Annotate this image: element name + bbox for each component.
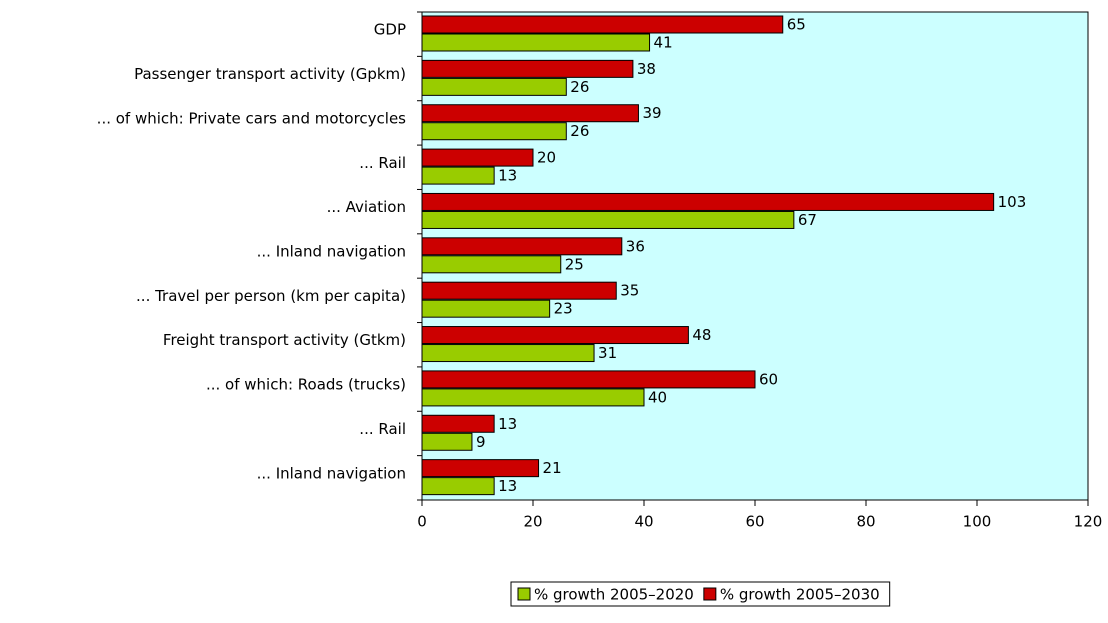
bar [421,326,689,345]
value-label: 40 [648,388,667,406]
bar [421,59,634,78]
y-tick-label: GDP [374,21,406,39]
value-label: 21 [543,459,562,477]
legend-swatch [703,587,717,601]
bar [421,33,651,52]
value-label: 41 [654,34,673,52]
value-label: 13 [498,477,517,495]
bar [421,370,756,389]
value-label: 60 [759,370,778,388]
y-tick-label: ... Rail [359,154,406,172]
value-label: 20 [537,149,556,167]
legend-label: % growth 2005–2020 [534,586,694,604]
bar [421,15,784,34]
value-label: 39 [642,104,661,122]
value-label: 65 [787,16,806,34]
x-tick-label: 100 [963,513,992,531]
bar [421,255,562,274]
value-label: 26 [570,122,589,140]
value-label: 35 [620,282,639,300]
x-tick-label: 0 [417,513,427,531]
x-tick-label: 60 [745,513,764,531]
bar [421,459,540,478]
value-label: 48 [692,326,711,344]
bar [421,210,795,229]
bar [421,344,595,363]
y-tick-label: ... Travel per person (km per capita) [136,287,406,305]
y-tick-label: ... Aviation [327,198,406,216]
x-tick-label: 80 [856,513,875,531]
bar [421,148,534,167]
bar [421,122,567,141]
value-label: 26 [570,78,589,96]
bar [421,237,623,256]
bar [421,477,495,496]
value-label: 25 [565,255,584,273]
bar [421,192,995,211]
value-label: 13 [498,167,517,185]
bar [421,166,495,185]
x-tick-label: 20 [523,513,542,531]
bar [421,77,567,96]
value-label: 103 [998,193,1027,211]
y-tick-label: ... of which: Roads (trucks) [206,376,406,394]
value-label: 67 [798,211,817,229]
y-tick-label: Freight transport activity (Gtkm) [163,331,406,349]
y-tick-label: ... Inland navigation [257,464,406,482]
bar [421,299,551,318]
bar [421,104,639,123]
value-label: 38 [637,60,656,78]
bar [421,432,473,451]
value-label: 13 [498,415,517,433]
value-label: 9 [476,433,486,451]
legend-swatch [517,587,531,601]
value-label: 23 [554,300,573,318]
value-label: 36 [626,237,645,255]
bar [421,414,495,433]
value-label: 31 [598,344,617,362]
legend-box [510,581,891,607]
legend-label: % growth 2005–2030 [720,586,880,604]
bar [421,281,617,300]
y-tick-label: ... Rail [359,420,406,438]
x-tick-label: 120 [1074,513,1103,531]
y-tick-label: Passenger transport activity (Gpkm) [134,65,406,83]
x-tick-label: 40 [634,513,653,531]
y-tick-label: ... Inland navigation [257,243,406,261]
y-tick-label: ... of which: Private cars and motorcycl… [97,109,407,127]
bar [421,388,645,407]
